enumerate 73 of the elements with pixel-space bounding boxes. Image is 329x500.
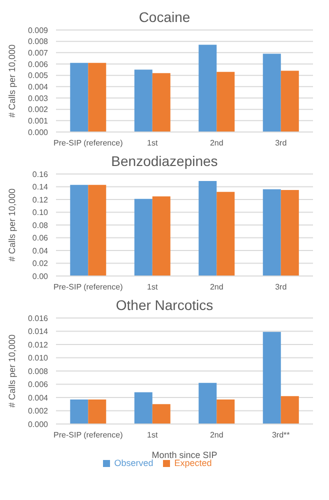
y-tick-label: 0.002 — [28, 105, 49, 114]
chart-title: Benzodiazepines — [110, 152, 219, 170]
bar — [152, 73, 170, 132]
y-tick-label: 0.003 — [28, 94, 49, 103]
y-axis-title: # Calls per 10,000 — [7, 188, 18, 262]
bar — [280, 70, 299, 132]
y-tick-label: 0.00 — [32, 272, 49, 281]
legend-label: Expected — [174, 458, 212, 468]
bar — [88, 399, 106, 424]
bar — [262, 332, 281, 424]
y-tick-label: 0.004 — [28, 393, 49, 402]
y-tick-label: 0.010 — [28, 354, 49, 363]
x-tick-label: 3rd** — [272, 430, 290, 440]
x-tick-label: 2nd — [210, 138, 224, 148]
y-tick-label: 0.006 — [28, 60, 49, 69]
bar — [280, 190, 299, 276]
y-tick-label: 0.004 — [28, 82, 49, 92]
y-tick-label: 0.12 — [32, 195, 49, 204]
y-tick-label: 0.014 — [28, 327, 49, 336]
y-tick-label: 0.008 — [28, 37, 49, 46]
y-tick-label: 0.16 — [32, 170, 49, 179]
x-axis-title: Month since SIP — [152, 450, 218, 460]
x-tick-label: 1st — [147, 138, 158, 148]
bar — [134, 198, 152, 276]
y-tick-label: 0.012 — [28, 340, 49, 350]
y-tick-label: 0.016 — [28, 314, 49, 323]
x-tick-label: 3rd — [275, 282, 287, 292]
y-tick-label: 0.008 — [28, 366, 49, 376]
y-tick-label: 0.009 — [28, 26, 49, 35]
x-tick-label: Pre-SIP (reference) — [54, 430, 124, 440]
bar — [280, 396, 299, 424]
y-tick-label: 0.001 — [28, 116, 49, 126]
x-tick-label: 2nd — [210, 282, 224, 292]
y-axis-title: # Calls per 10,000 — [7, 334, 18, 408]
x-tick-label: 1st — [147, 430, 158, 440]
bar — [134, 392, 152, 424]
chart-title: Cocaine — [138, 8, 192, 26]
chart-title: Other Narcotics — [114, 296, 214, 314]
y-tick-label: 0.14 — [32, 182, 49, 192]
legend-label: Observed — [114, 458, 154, 468]
bar — [262, 189, 281, 276]
bar — [70, 399, 88, 424]
bar — [70, 184, 88, 276]
y-tick-label: 0.02 — [32, 259, 49, 268]
x-tick-label: Pre-SIP (reference) — [54, 138, 124, 148]
y-tick-label: 0.007 — [28, 48, 49, 58]
x-tick-label: 3rd — [275, 138, 287, 148]
y-axis-title: # Calls per 10,000 — [7, 44, 18, 118]
bar — [134, 70, 152, 132]
y-tick-label: 0.005 — [28, 71, 49, 80]
y-tick-label: 0.000 — [28, 128, 49, 137]
y-tick-label: 0.006 — [28, 380, 49, 390]
x-tick-label: 1st — [147, 282, 158, 292]
bar — [216, 72, 235, 132]
bar — [216, 399, 235, 424]
bar — [262, 54, 281, 132]
y-tick-label: 0.08 — [32, 220, 49, 230]
bar — [88, 62, 106, 132]
x-tick-label: Pre-SIP (reference) — [54, 282, 124, 292]
bar — [152, 404, 170, 424]
y-tick-label: 0.04 — [32, 246, 49, 256]
y-tick-label: 0.002 — [28, 406, 49, 416]
bar — [198, 181, 217, 276]
bar — [198, 382, 217, 424]
bar — [216, 192, 235, 276]
bar — [152, 196, 170, 276]
y-tick-label: 0.10 — [32, 208, 49, 218]
y-tick-label: 0.000 — [28, 420, 49, 429]
bar — [198, 44, 217, 132]
x-tick-label: 2nd — [210, 430, 224, 440]
bar — [88, 184, 106, 276]
bar — [70, 62, 88, 132]
y-tick-label: 0.06 — [32, 234, 49, 243]
